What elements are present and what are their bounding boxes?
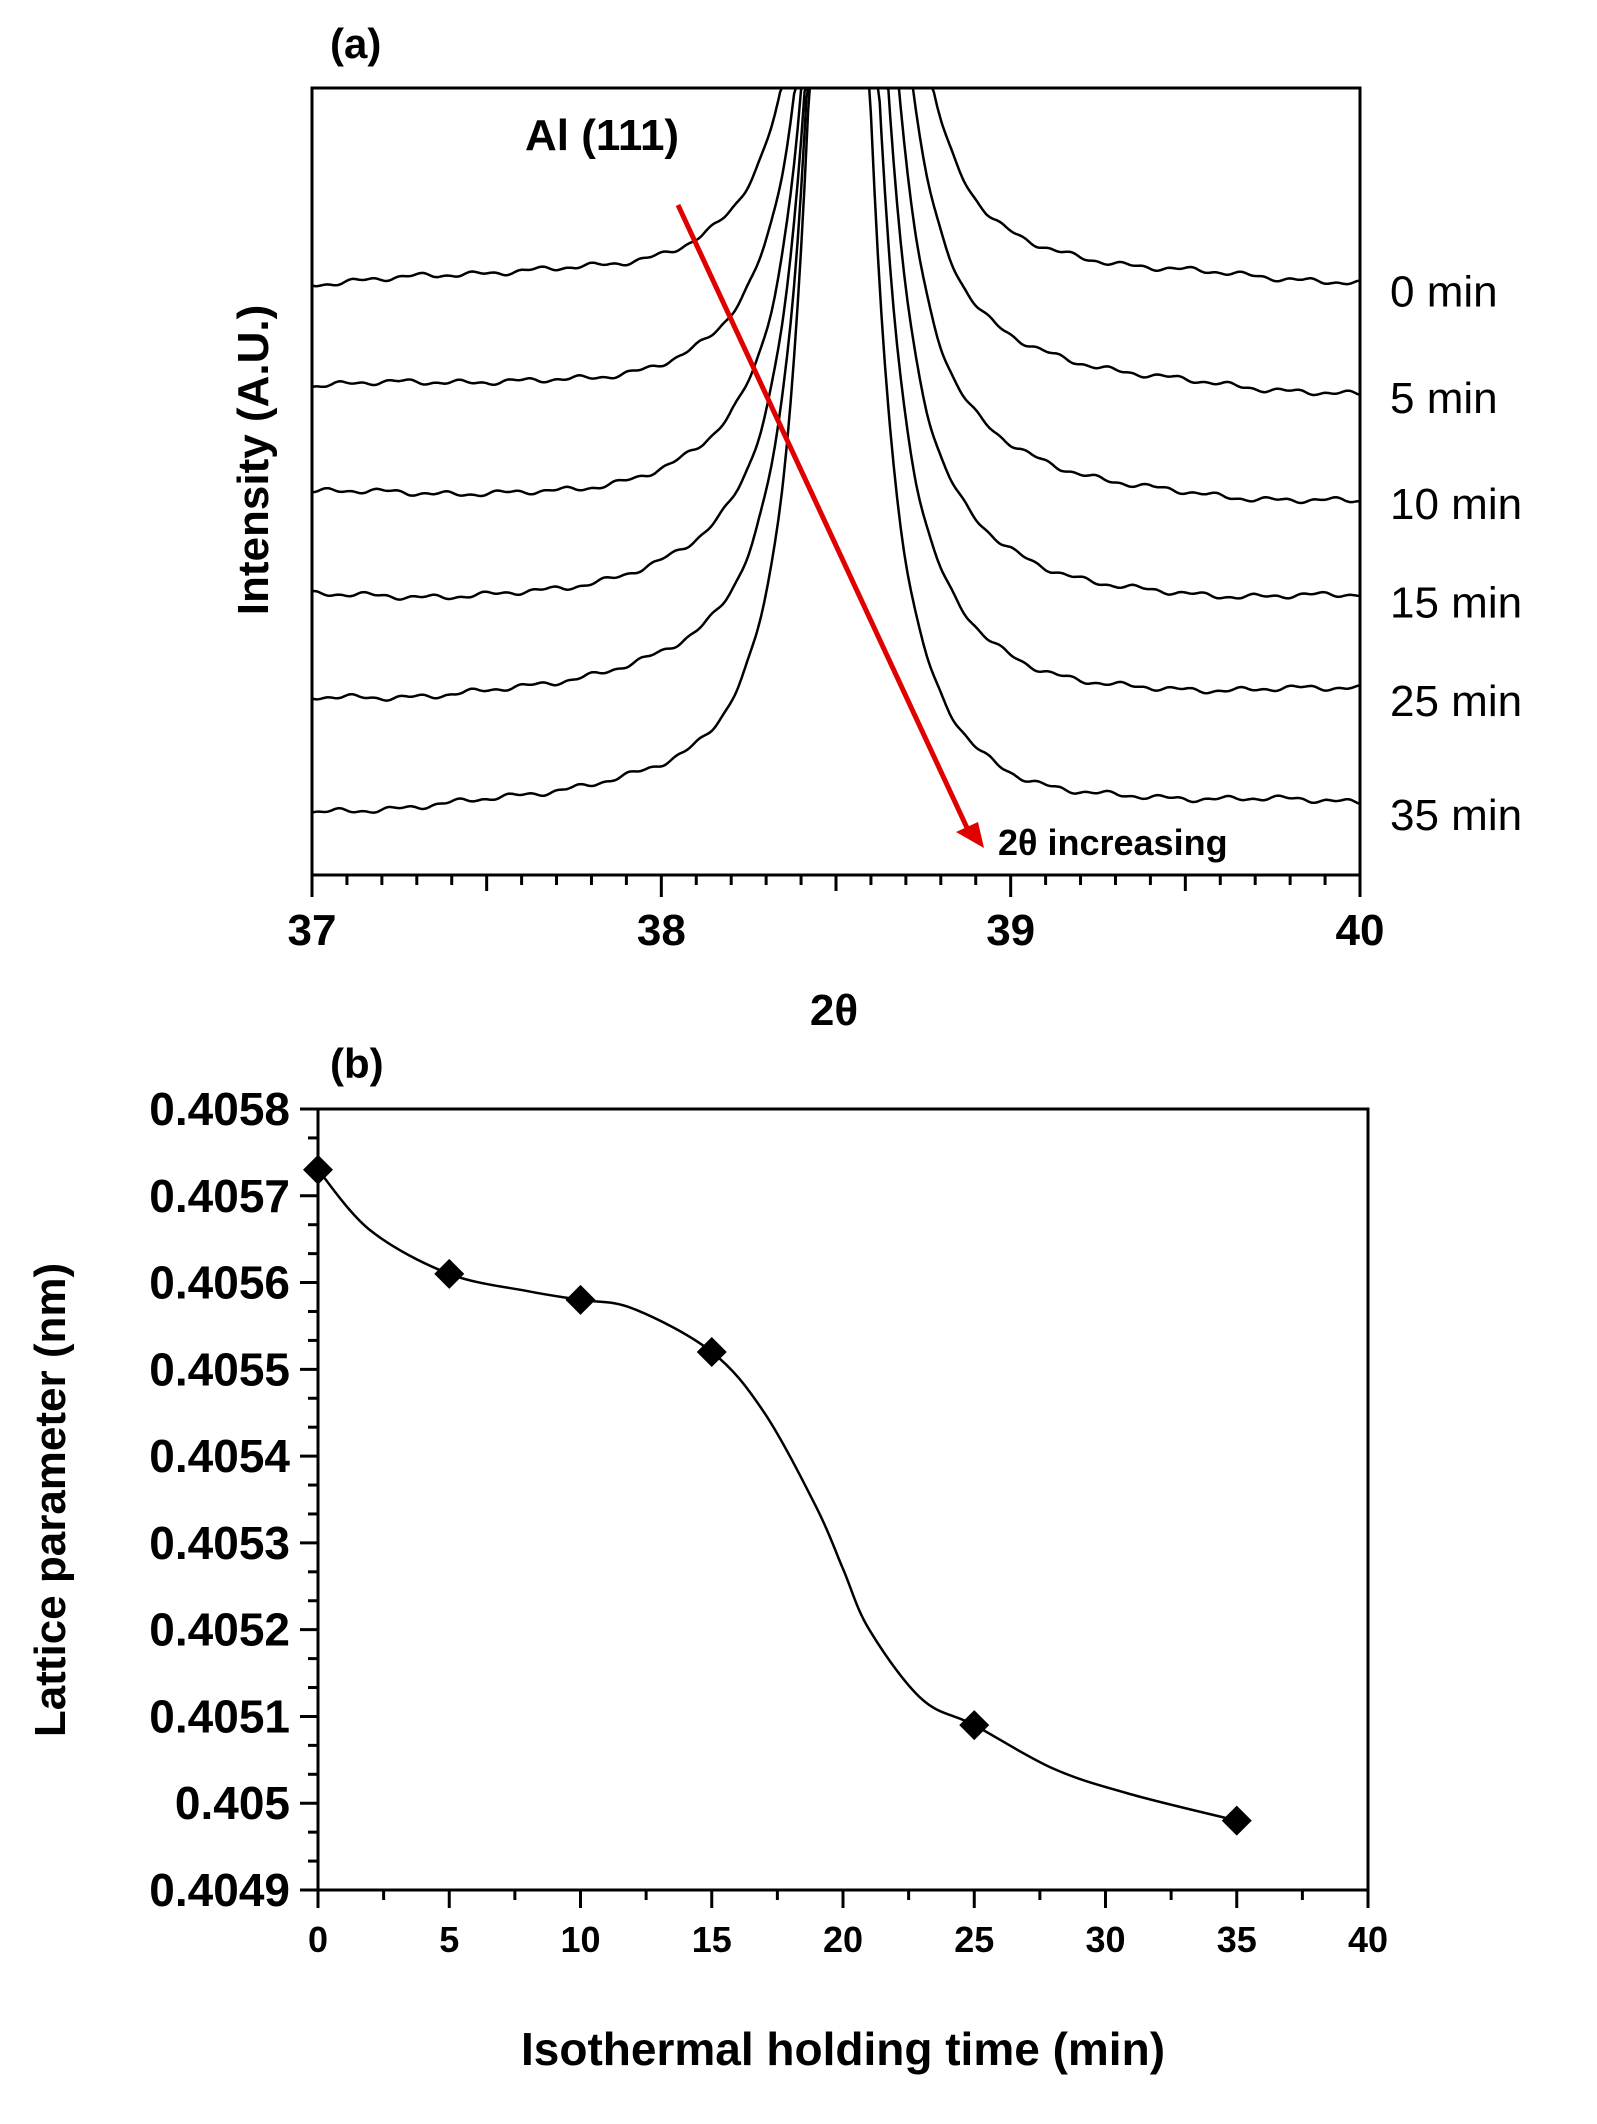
y-tick-label: 0.4057 — [149, 1170, 290, 1222]
shift-arrow-head — [956, 822, 984, 848]
x-tick-label: 20 — [823, 1919, 863, 1960]
lattice-plot-frame — [316, 1107, 1370, 1892]
series-label: 35 min — [1390, 791, 1522, 840]
lattice-x-axis-label: Isothermal holding time (min) — [521, 2023, 1165, 2075]
xrd-panel: (a) 37 38 39 40 0 min 5 min 10 min 15 min 25 mi… — [229, 20, 1522, 1035]
x-tick-label: 35 — [1217, 1919, 1257, 1960]
data-point — [1221, 1805, 1252, 1836]
x-tick-label: 40 — [1336, 906, 1385, 955]
x-tick-label: 37 — [288, 906, 337, 955]
y-tick-label: 0.4056 — [149, 1257, 290, 1309]
xrd-x-axis-label: 2θ — [810, 986, 858, 1035]
data-point — [434, 1258, 465, 1289]
xrd-trace — [311, 86, 1361, 288]
x-tick-label: 15 — [692, 1919, 732, 1960]
series-label: 10 min — [1390, 480, 1522, 529]
data-point — [565, 1284, 596, 1315]
y-tick-label: 0.4053 — [149, 1517, 290, 1569]
lattice-y-axis-label: Lattice parameter (nm) — [26, 1263, 75, 1737]
y-tick-label: 0.4055 — [149, 1343, 290, 1395]
y-tick-label: 0.405 — [175, 1777, 290, 1829]
xrd-trace — [311, 86, 1361, 397]
peak-label: Al (111) — [525, 111, 679, 160]
panel-label-a: (a) — [330, 20, 381, 67]
x-tick-label: 10 — [560, 1919, 600, 1960]
xrd-y-axis-label: Intensity (A.U.) — [229, 305, 278, 615]
shift-arrow — [675, 203, 984, 848]
y-tick-label: 0.4058 — [149, 1083, 290, 1135]
data-points — [303, 1154, 1252, 1836]
data-point — [959, 1710, 990, 1741]
xrd-trace — [311, 86, 1361, 505]
series-label: 0 min — [1390, 268, 1498, 317]
series-label: 25 min — [1390, 677, 1522, 726]
series-label: 15 min — [1390, 579, 1522, 628]
x-tick-label: 38 — [637, 906, 686, 955]
y-tick-label: 0.4049 — [149, 1864, 290, 1916]
data-point — [303, 1154, 333, 1185]
xrd-x-ticks: 37 38 39 40 — [288, 875, 1385, 955]
series-label: 5 min — [1390, 374, 1498, 423]
arrow-label: 2θ increasing — [998, 822, 1228, 863]
xrd-traces — [311, 86, 1361, 814]
y-tick-label: 0.4054 — [149, 1430, 290, 1482]
data-point — [696, 1336, 727, 1367]
x-tick-label: 25 — [954, 1919, 994, 1960]
xrd-trace — [311, 86, 1361, 814]
y-tick-label: 0.4051 — [149, 1690, 290, 1742]
xrd-trace — [311, 86, 1361, 702]
x-tick-label: 40 — [1348, 1919, 1388, 1960]
x-tick-label: 30 — [1085, 1919, 1125, 1960]
lattice-axis-ticks: 0 5 10 15 20 25 30 35 40 0.4049 0.405 0.4051 0.4052 0… — [149, 1083, 1388, 1960]
x-tick-label: 0 — [308, 1919, 328, 1960]
panel-label-b: (b) — [330, 1040, 384, 1087]
xrd-trace — [311, 86, 1361, 601]
x-tick-label: 5 — [439, 1919, 459, 1960]
fit-curve — [317, 1168, 1238, 1822]
shift-arrow-line — [675, 203, 971, 832]
xrd-series-labels: 0 min 5 min 10 min 15 min 25 min 35 min — [1390, 268, 1522, 840]
xrd-plot-frame — [310, 86, 1362, 877]
lattice-panel: (b) 0 5 10 15 20 25 30 35 40 0.4049 0.405 0.4051 0.4… — [26, 1040, 1388, 2075]
y-tick-label: 0.4052 — [149, 1604, 290, 1656]
x-tick-label: 39 — [986, 906, 1035, 955]
